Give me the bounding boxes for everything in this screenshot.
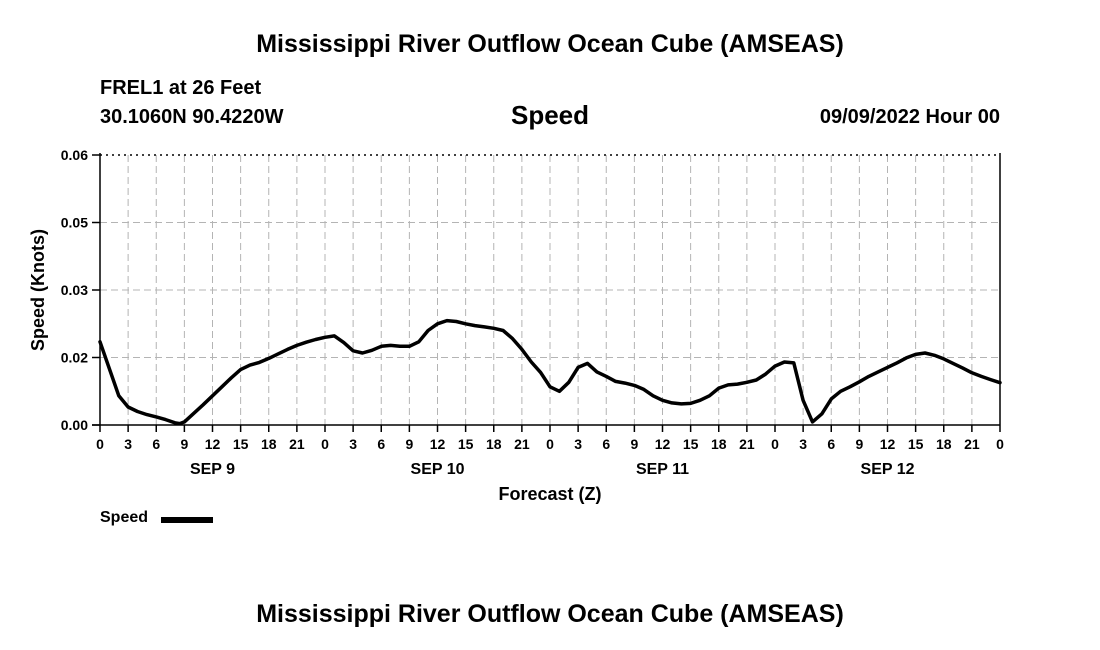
x-tick-label: 15 bbox=[683, 436, 699, 452]
y-axis-label: Speed (Knots) bbox=[28, 229, 48, 351]
x-tick-label: 15 bbox=[458, 436, 474, 452]
x-tick-label: 0 bbox=[321, 436, 329, 452]
legend-label: Speed bbox=[100, 509, 149, 526]
day-label: SEP 9 bbox=[190, 461, 235, 478]
y-tick-label: 0.06 bbox=[61, 147, 88, 163]
y-tick-label: 0.00 bbox=[61, 417, 88, 433]
x-tick-label: 6 bbox=[827, 436, 835, 452]
x-tick-label: 21 bbox=[289, 436, 305, 452]
x-tick-label: 15 bbox=[233, 436, 249, 452]
x-tick-label: 0 bbox=[771, 436, 779, 452]
footer-title: Mississippi River Outflow Ocean Cube (AM… bbox=[256, 600, 844, 628]
plot-title: Speed bbox=[510, 100, 590, 130]
x-tick-label: 18 bbox=[261, 436, 277, 452]
x-tick-label: 0 bbox=[546, 436, 554, 452]
x-tick-label: 0 bbox=[996, 436, 1004, 452]
x-tick-label: 12 bbox=[205, 436, 221, 452]
x-tick-label: 18 bbox=[711, 436, 727, 452]
day-label: SEP 10 bbox=[411, 461, 465, 478]
x-tick-label: 18 bbox=[936, 436, 952, 452]
x-tick-label: 6 bbox=[602, 436, 610, 452]
station-label: FREL1 at 26 Feet bbox=[100, 77, 262, 99]
x-tick-label: 9 bbox=[855, 436, 863, 452]
x-tick-label: 6 bbox=[152, 436, 160, 452]
x-tick-label: 18 bbox=[486, 436, 502, 452]
x-tick-label: 21 bbox=[964, 436, 980, 452]
x-tick-label: 12 bbox=[430, 436, 446, 452]
x-tick-label: 15 bbox=[908, 436, 924, 452]
x-tick-label: 3 bbox=[799, 436, 807, 452]
x-tick-label: 3 bbox=[349, 436, 357, 452]
coordinates-label: 30.1060N 90.4220W bbox=[100, 106, 284, 128]
legend-swatch bbox=[161, 517, 213, 523]
x-tick-label: 3 bbox=[574, 436, 582, 452]
day-label: SEP 12 bbox=[861, 461, 915, 478]
x-tick-label: 3 bbox=[124, 436, 132, 452]
x-tick-label: 9 bbox=[630, 436, 638, 452]
x-tick-label: 12 bbox=[655, 436, 671, 452]
x-tick-label: 21 bbox=[739, 436, 755, 452]
day-label: SEP 11 bbox=[636, 461, 689, 478]
x-tick-label: 9 bbox=[180, 436, 188, 452]
y-tick-label: 0.02 bbox=[61, 350, 88, 366]
y-tick-label: 0.05 bbox=[61, 215, 88, 231]
speed-series-line bbox=[98, 318, 1002, 426]
x-tick-label: 21 bbox=[514, 436, 530, 452]
x-tick-label: 6 bbox=[377, 436, 385, 452]
x-axis-label: Forecast (Z) bbox=[498, 484, 601, 504]
x-tick-label: 0 bbox=[96, 436, 104, 452]
y-tick-label: 0.03 bbox=[61, 282, 88, 298]
forecast-date: 09/09/2022 Hour 00 bbox=[819, 106, 1000, 128]
chart-title: Mississippi River Outflow Ocean Cube (AM… bbox=[256, 30, 844, 58]
x-tick-label: 9 bbox=[405, 436, 413, 452]
x-tick-label: 12 bbox=[880, 436, 896, 452]
